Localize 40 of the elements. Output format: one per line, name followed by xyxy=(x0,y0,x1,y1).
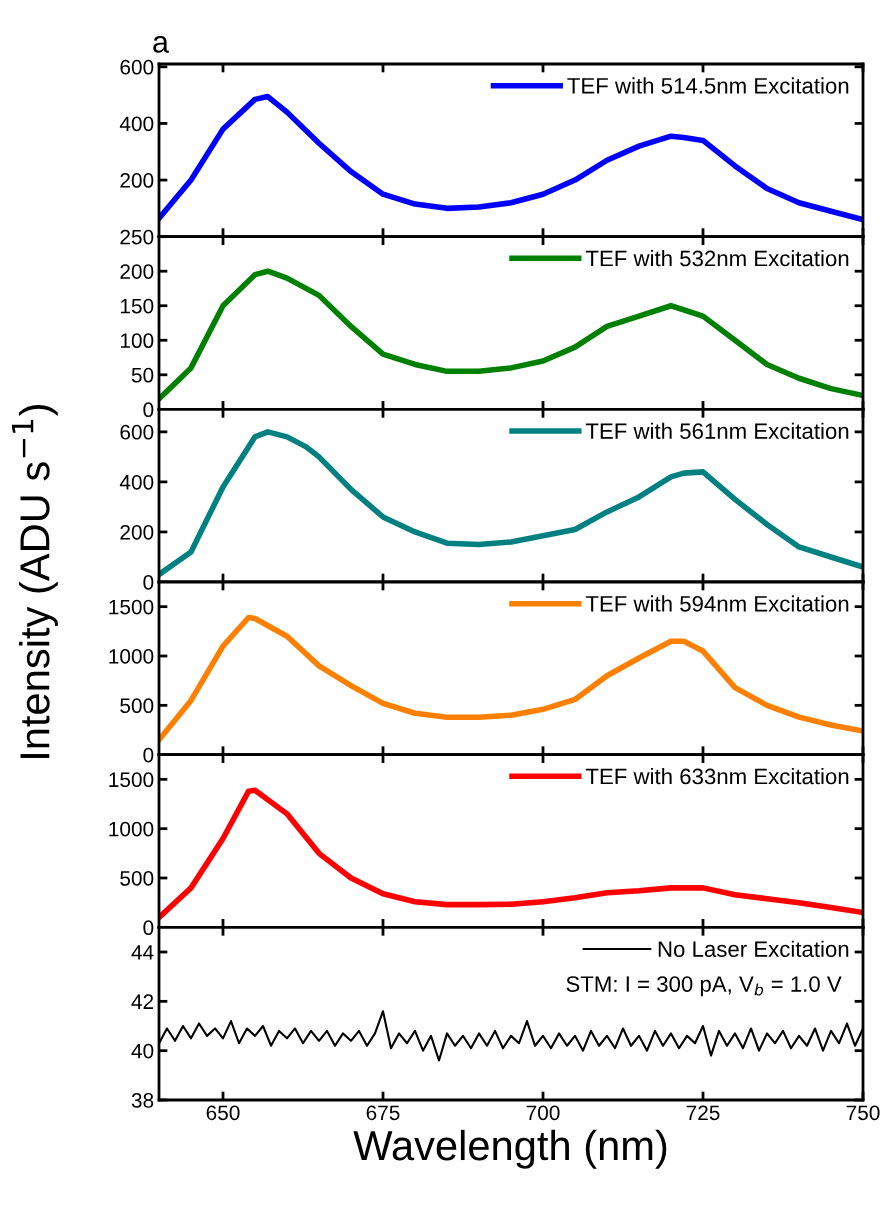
y-tick-label: 40 xyxy=(131,1043,154,1059)
y-tick-label: 200 xyxy=(120,173,154,188)
legend-label: No Laser Excitation xyxy=(658,940,849,957)
y-tick-label: 1000 xyxy=(109,649,154,664)
annotation: STM: I = 300 pA, V$_{b}$ = 1.0 V xyxy=(566,976,842,997)
legend-label: TEF with 633nm Excitation xyxy=(585,768,849,785)
y-tick-label: 600 xyxy=(120,424,154,440)
y-tick-label: 500 xyxy=(120,871,154,886)
y-tick-label: 200 xyxy=(120,264,154,279)
x-tick-label: 750 xyxy=(846,1105,880,1121)
y-tick-label: 500 xyxy=(120,698,154,714)
y-tick-label: 1500 xyxy=(109,772,154,788)
y-tick-label: 0 xyxy=(143,575,154,590)
y-tick-label: 150 xyxy=(120,298,154,314)
y-tick-label: 400 xyxy=(119,116,154,132)
y-tick-label: 1500 xyxy=(109,599,154,615)
y-tick-label: 50 xyxy=(131,367,154,383)
x-axis-title: Wavelength (nm) xyxy=(353,1129,667,1169)
y-tick-label: 0 xyxy=(143,402,154,418)
y-tick-label: 42 xyxy=(131,994,154,1009)
x-tick-label: 650 xyxy=(206,1105,240,1121)
legend-label: TEF with 514.5nm Excitation xyxy=(567,77,849,94)
x-tick-label: 700 xyxy=(526,1105,560,1121)
y-tick-label: 44 xyxy=(131,945,154,960)
y-tick-label: 200 xyxy=(120,524,154,540)
legend-label: TEF with 561nm Excitation xyxy=(585,422,849,439)
legend-label: TEF with 532nm Excitation xyxy=(585,250,849,267)
x-tick-label: 725 xyxy=(686,1105,720,1121)
y-tick-label: 400 xyxy=(119,474,154,490)
y-axis-title: Intensity (ADU s$^{−1}$) xyxy=(12,404,58,758)
y-tick-label: 600 xyxy=(120,59,154,75)
y-tick-label: 250 xyxy=(120,229,154,245)
y-tick-label: 38 xyxy=(131,1093,154,1108)
y-tick-label: 0 xyxy=(143,920,154,936)
y-tick-label: 1000 xyxy=(109,821,154,837)
legend-label: TEF with 594nm Excitation xyxy=(585,595,849,612)
text: a xyxy=(153,36,169,53)
x-tick-label: 675 xyxy=(366,1105,400,1121)
y-tick-label: 0 xyxy=(143,747,154,763)
y-tick-label: 100 xyxy=(120,333,154,349)
